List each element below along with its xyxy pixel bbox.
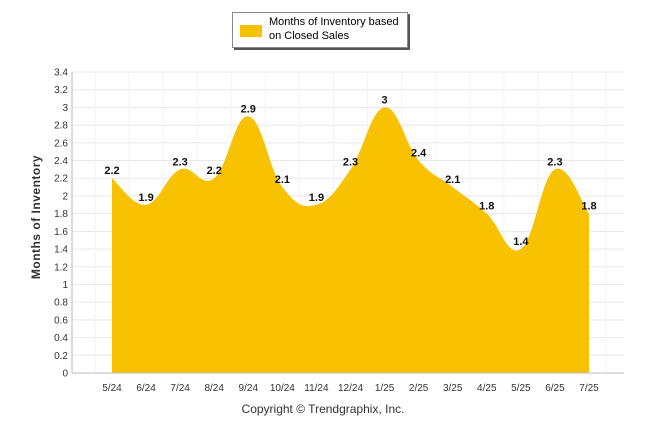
data-label: 2.4 <box>411 148 427 160</box>
y-tick-label: 0.6 <box>54 315 68 326</box>
y-tick-label: 1.2 <box>54 262 68 273</box>
x-tick-label: 3/25 <box>443 383 463 394</box>
y-axis-title: Months of Inventory <box>29 154 43 280</box>
data-label: 2.2 <box>104 165 119 177</box>
y-tick-label: 3.4 <box>54 68 68 79</box>
area-series <box>111 107 590 373</box>
data-labels: 2.2 1.9 2.3 2.2 2.9 2.1 1.9 2.3 3 2.4 2.1 1.8 1.4 2.3… <box>104 94 596 248</box>
data-label: 2.9 <box>241 103 256 115</box>
x-tick-label: 10/24 <box>270 383 295 394</box>
data-label: 1.9 <box>138 192 153 204</box>
data-label: 2.3 <box>172 156 187 168</box>
x-tick-label: 5/24 <box>102 383 122 394</box>
x-tick-label: 5/25 <box>511 383 531 394</box>
data-label: 2.3 <box>343 156 358 168</box>
y-tick-label: 0.4 <box>54 333 68 344</box>
x-tick-label: 11/24 <box>304 383 329 394</box>
area-fill <box>112 107 589 373</box>
y-tick-label: 0.2 <box>54 351 68 362</box>
data-label: 2.2 <box>207 165 222 177</box>
y-tick-label: 2.6 <box>54 138 68 149</box>
x-tick-label: 12/24 <box>338 383 363 394</box>
data-label: 3 <box>382 94 388 106</box>
y-tick-label: 1 <box>62 280 68 291</box>
x-tick-label: 2/25 <box>409 383 429 394</box>
y-tick-label: 3.2 <box>54 85 68 96</box>
y-tick-label: 0.8 <box>54 298 68 309</box>
x-tick-label: 9/24 <box>239 383 259 394</box>
y-tick-labels: 0 0.2 0.4 0.6 0.8 1 1.2 1.4 1.6 1.8 2 2.2 2.4 2.6 2.8 3… <box>54 68 68 380</box>
y-tick-label: 2.4 <box>54 156 68 167</box>
x-tick-labels: 5/24 6/24 7/24 8/24 9/24 10/24 11/24 12/24 1/25 2… <box>102 383 599 394</box>
y-tick-label: 3 <box>62 103 68 114</box>
data-label: 2.3 <box>547 156 562 168</box>
x-tick-label: 1/25 <box>375 383 395 394</box>
y-tick-label: 2 <box>62 191 68 202</box>
y-tick-label: 1.8 <box>54 209 68 220</box>
y-tick-label: 2.2 <box>54 174 68 185</box>
legend: Months of Inventory based on Closed Sale… <box>232 12 408 48</box>
y-tick-label: 1.6 <box>54 227 68 238</box>
x-tick-label: 7/24 <box>170 383 190 394</box>
axes <box>71 72 624 374</box>
copyright-text: Copyright © Trendgraphix, Inc. <box>241 402 405 416</box>
x-tick-label: 6/24 <box>136 383 156 394</box>
legend-label: Months of Inventory based on Closed Sale… <box>269 16 399 42</box>
y-tick-label: 1.4 <box>54 245 68 256</box>
x-tick-label: 8/24 <box>204 383 224 394</box>
x-tick-label: 4/25 <box>477 383 497 394</box>
y-tick-label: 2.8 <box>54 121 68 132</box>
data-label: 1.8 <box>581 201 596 213</box>
y-tick-label: 0 <box>62 369 68 380</box>
x-tick-label: 6/25 <box>545 383 565 394</box>
legend-swatch <box>240 25 262 37</box>
data-label: 1.4 <box>513 236 529 248</box>
data-label: 2.1 <box>445 174 460 186</box>
data-label: 1.8 <box>479 201 494 213</box>
data-label: 2.1 <box>275 174 290 186</box>
x-tick-label: 7/25 <box>579 383 599 394</box>
data-label: 1.9 <box>309 192 324 204</box>
